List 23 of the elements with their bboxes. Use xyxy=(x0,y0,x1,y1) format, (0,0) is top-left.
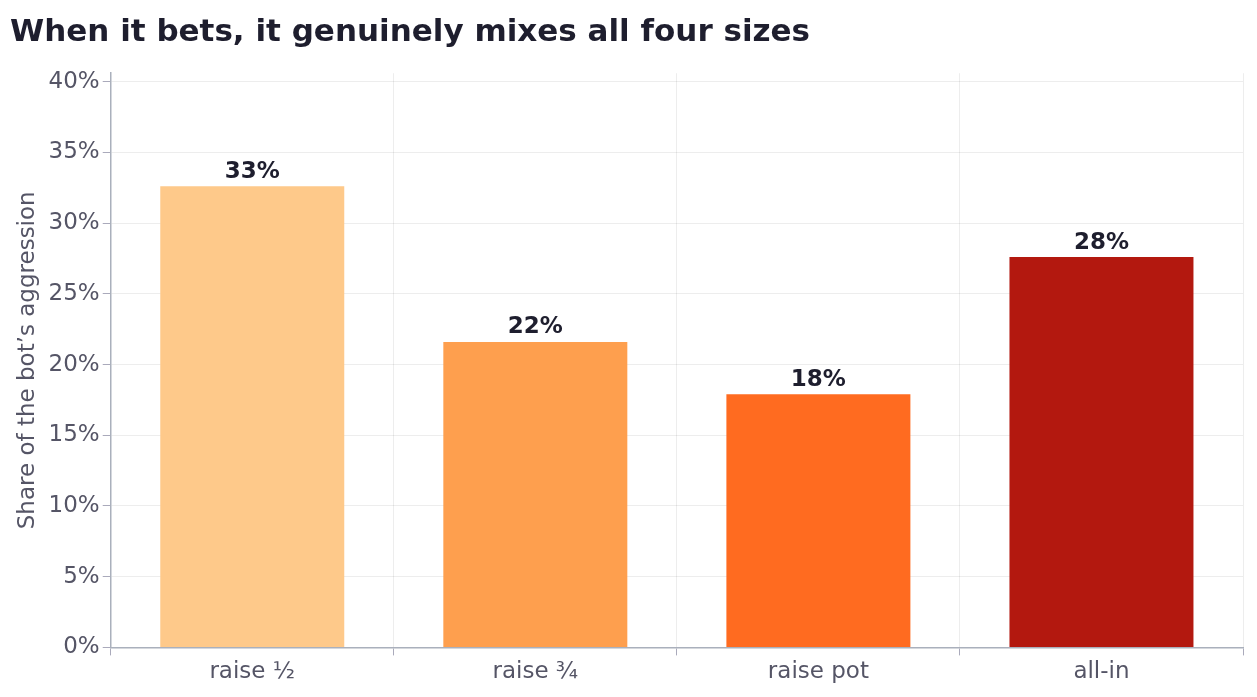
data-label: 33% xyxy=(224,156,280,183)
y-axis-title: Share of the bot’s aggression xyxy=(12,191,39,530)
x-tick-label: raise ¾ xyxy=(492,657,579,684)
y-tick-label: 40% xyxy=(48,66,100,93)
data-label: 28% xyxy=(1073,227,1129,254)
y-tick-label: 5% xyxy=(63,561,100,588)
x-tick-label: all-in xyxy=(1073,657,1130,684)
chart-title: When it bets, it genuinely mixes all four sizes xyxy=(10,11,811,48)
y-tick-label: 20% xyxy=(48,349,100,376)
y-tick-label: 15% xyxy=(48,420,100,447)
bar xyxy=(160,186,345,647)
y-tick-label: 25% xyxy=(48,278,100,305)
bar xyxy=(443,341,628,647)
x-tick-label: raise ½ xyxy=(209,657,296,684)
y-tick-label: 35% xyxy=(48,137,100,164)
x-tick-label: raise pot xyxy=(767,657,869,684)
y-tick-label: 30% xyxy=(48,208,100,235)
y-tick-label: 0% xyxy=(63,632,100,659)
y-tick-label: 10% xyxy=(48,490,100,517)
data-label: 22% xyxy=(507,312,563,339)
data-label: 18% xyxy=(790,364,846,391)
bar xyxy=(1009,257,1194,647)
bar xyxy=(726,394,911,647)
